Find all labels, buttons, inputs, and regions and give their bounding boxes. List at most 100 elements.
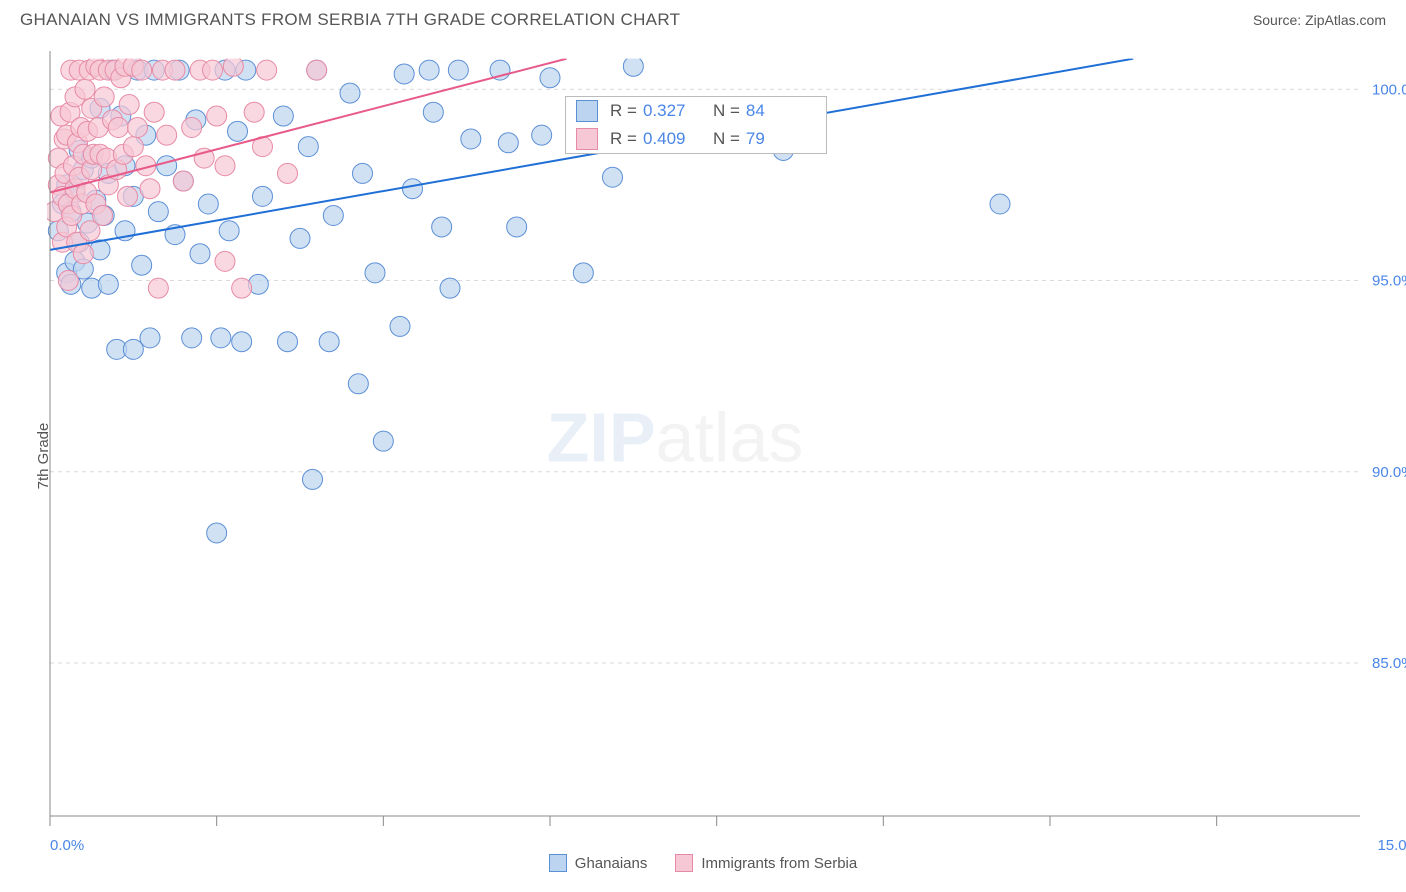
scatter-point [278, 163, 298, 183]
y-tick-label: 95.0% [1372, 273, 1406, 290]
scatter-point [211, 328, 231, 348]
scatter-point [75, 79, 95, 99]
scatter-point [215, 156, 235, 176]
scatter-point [278, 332, 298, 352]
x-tick-label: 15.0% [1377, 837, 1406, 854]
scatter-point [461, 129, 481, 149]
scatter-point [290, 228, 310, 248]
bottom-legend: Ghanaians Immigrants from Serbia [0, 854, 1406, 876]
scatter-point [257, 60, 277, 80]
chart-source: Source: ZipAtlas.com [1253, 12, 1386, 28]
scatter-point [244, 102, 264, 122]
legend-item: Ghanaians [549, 854, 648, 872]
scatter-point [448, 60, 468, 80]
n-value: 79 [746, 129, 798, 149]
scatter-point [532, 125, 552, 145]
n-label: N = [713, 129, 740, 149]
stat-swatch [576, 128, 598, 150]
scatter-point [440, 278, 460, 298]
scatter-point [219, 221, 239, 241]
scatter-point [232, 332, 252, 352]
scatter-point [307, 60, 327, 80]
scatter-point [373, 431, 393, 451]
legend-swatch [549, 854, 567, 872]
scatter-point [353, 163, 373, 183]
x-tick-label: 0.0% [50, 837, 84, 854]
scatter-point [319, 332, 339, 352]
scatter-plot-svg: 85.0% 90.0% 95.0% 100.0% ZIPatlas 0.0% 15.0% [0, 36, 1406, 856]
scatter-point [182, 118, 202, 138]
scatter-point [94, 87, 114, 107]
scatter-point [432, 217, 452, 237]
scatter-point [93, 205, 113, 225]
r-value: 0.409 [643, 129, 695, 149]
scatter-point [58, 271, 78, 291]
scatter-point [198, 194, 218, 214]
scatter-point [144, 102, 164, 122]
scatter-point [148, 278, 168, 298]
scatter-point [323, 205, 343, 225]
y-tick-label: 85.0% [1372, 655, 1406, 672]
scatter-point [603, 167, 623, 187]
chart-title: GHANAIAN VS IMMIGRANTS FROM SERBIA 7TH G… [20, 10, 680, 30]
r-value: 0.327 [643, 101, 695, 121]
stat-swatch [576, 100, 598, 122]
scatter-point [623, 56, 643, 76]
scatter-point [118, 186, 138, 206]
scatter-point [990, 194, 1010, 214]
scatter-point [394, 64, 414, 84]
scatter-point [148, 202, 168, 222]
scatter-point [365, 263, 385, 283]
scatter-point [165, 60, 185, 80]
stat-row: R =0.327N =84 [566, 97, 826, 125]
scatter-point [128, 118, 148, 138]
scatter-point [228, 121, 248, 141]
scatter-point [108, 118, 128, 138]
scatter-point [123, 339, 143, 359]
scatter-point [207, 106, 227, 126]
y-tick-label: 100.0% [1372, 81, 1406, 98]
scatter-point [215, 251, 235, 271]
scatter-point [348, 374, 368, 394]
scatter-point [507, 217, 527, 237]
watermark: ZIPatlas [547, 399, 804, 477]
n-label: N = [713, 101, 740, 121]
n-value: 84 [746, 101, 798, 121]
legend-item: Immigrants from Serbia [675, 854, 857, 872]
scatter-point [340, 83, 360, 103]
scatter-point [498, 133, 518, 153]
scatter-point [190, 244, 210, 264]
scatter-point [173, 171, 193, 191]
scatter-point [423, 102, 443, 122]
scatter-point [119, 95, 139, 115]
scatter-point [232, 278, 252, 298]
scatter-point [157, 156, 177, 176]
chart-header: GHANAIAN VS IMMIGRANTS FROM SERBIA 7TH G… [0, 0, 1406, 36]
scatter-point [140, 179, 160, 199]
scatter-point [140, 328, 160, 348]
scatter-point [573, 263, 593, 283]
legend-label: Ghanaians [575, 855, 648, 872]
scatter-point [390, 316, 410, 336]
y-tick-label: 90.0% [1372, 464, 1406, 481]
scatter-point [98, 274, 118, 294]
scatter-point [157, 125, 177, 145]
correlation-stat-box: R = 0.327 N = 84 R = 0.409 N = 79 [565, 96, 827, 154]
y-axis-label: 7th Grade [35, 423, 52, 490]
scatter-point [207, 523, 227, 543]
scatter-point [73, 244, 93, 264]
scatter-point [182, 328, 202, 348]
stat-row: R = 0.409 N = 79 [566, 125, 826, 153]
scatter-point [253, 186, 273, 206]
scatter-point [419, 60, 439, 80]
scatter-point [298, 137, 318, 157]
chart-area: 7th Grade 85.0% 90.0% 95.0% 100.0% ZIPatlas 0… [0, 36, 1406, 876]
scatter-point [273, 106, 293, 126]
scatter-point [223, 56, 243, 76]
scatter-point [403, 179, 423, 199]
r-label: R = [610, 129, 637, 149]
legend-label: Immigrants from Serbia [701, 855, 857, 872]
scatter-point [123, 137, 143, 157]
legend-swatch [675, 854, 693, 872]
scatter-point [132, 60, 152, 80]
